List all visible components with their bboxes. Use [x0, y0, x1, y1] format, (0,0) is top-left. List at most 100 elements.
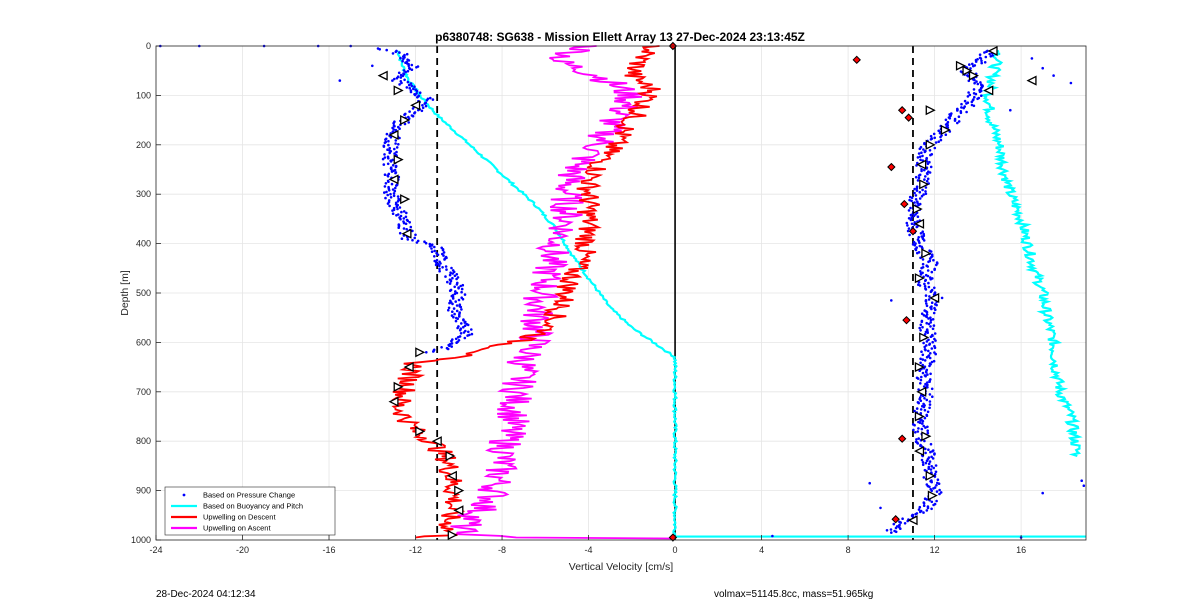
pressure-change-point: [924, 299, 928, 303]
pressure-change-point: [929, 335, 933, 339]
ascent-triangle-marker: [916, 386, 927, 397]
pressure-change-point: [450, 266, 453, 270]
pressure-change-point: [402, 227, 406, 230]
pressure-change-point: [973, 95, 976, 99]
data-series: [159, 44, 1086, 540]
pressure-change-point: [927, 462, 931, 466]
pressure-change-point: [416, 96, 419, 99]
x-tick-label: 0: [673, 545, 678, 555]
pressure-change-point: [394, 165, 398, 169]
pressure-change-point: [935, 263, 938, 267]
pressure-change-point: [925, 315, 928, 319]
ascent-triangle-marker: [919, 179, 930, 190]
pressure-change-point: [391, 188, 395, 191]
pressure-change-point: [388, 151, 392, 155]
pressure-change-point: [926, 177, 930, 181]
pressure-change-point: [445, 268, 448, 271]
pressure-change-point: [932, 258, 935, 262]
pressure-change-point: [929, 250, 933, 253]
pressure-change-point: [980, 59, 983, 63]
pressure-change-point: [966, 95, 970, 98]
ascent-triangle-marker: [925, 105, 936, 116]
ascent-triangle-marker: [914, 273, 925, 284]
descent-triangle-marker: [388, 396, 399, 407]
pressure-change-point: [926, 265, 929, 268]
pressure-change-point: [914, 431, 917, 434]
pressure-change-point: [944, 118, 948, 122]
descent-triangle-marker: [454, 485, 465, 496]
pressure-change-point: [412, 87, 415, 91]
pressure-change-point: [914, 512, 917, 516]
ascent-triangle-marker: [925, 470, 936, 481]
pressure-change-point: [395, 205, 399, 208]
pressure-change-point: [421, 104, 424, 107]
pressure-change-point: [451, 310, 454, 314]
pressure-change-point: [969, 67, 972, 70]
pressure-change-point: [921, 154, 924, 158]
pressure-change-point: [391, 79, 394, 82]
pressure-change-point: [384, 138, 387, 141]
pressure-change-point: [383, 173, 387, 176]
pressure-change-point: [387, 157, 390, 160]
pressure-change-point: [398, 127, 401, 130]
pressure-change-point: [453, 312, 456, 316]
pressure-change-point: [916, 161, 919, 165]
pressure-change-point: [922, 504, 926, 508]
pressure-change-points: [159, 44, 1086, 539]
pressure-change-point: [929, 372, 932, 376]
pressure-change-point: [451, 272, 455, 275]
pressure-change-point: [930, 347, 934, 350]
pressure-change-point: [398, 231, 402, 235]
pressure-change-point: [894, 526, 898, 530]
pressure-change-point: [429, 96, 432, 100]
pressure-change-point: [926, 331, 929, 335]
pressure-change-point: [470, 328, 473, 331]
pressure-change-point: [926, 506, 930, 510]
y-tick-label: 600: [136, 337, 151, 347]
pressure-change-point: [456, 326, 459, 330]
descent-triangle-marker: [445, 450, 456, 462]
pressure-change-point: [923, 178, 926, 181]
pressure-change-point: [924, 190, 927, 193]
pressure-change-point: [415, 66, 418, 69]
pressure-change-point: [438, 267, 441, 271]
pressure-change-point: [407, 121, 411, 124]
pressure-change-point: [402, 221, 406, 225]
pressure-change-point: [403, 113, 406, 116]
pressure-change-point: [922, 502, 926, 505]
pressure-change-point: [912, 428, 915, 432]
pressure-change-point: [910, 222, 914, 226]
pressure-change-point: [916, 179, 920, 182]
pressure-change-point: [921, 422, 924, 425]
pressure-change-point: [927, 260, 930, 264]
pressure-change-point: [932, 487, 935, 490]
pressure-change-point: [928, 400, 932, 403]
pressure-change-point: [984, 55, 988, 59]
pressure-change-point: [386, 175, 390, 178]
pressure-change-point: [428, 245, 432, 248]
pressure-change-point: [913, 221, 916, 224]
pressure-change-point: [402, 217, 406, 220]
pressure-change-point: [935, 484, 938, 487]
pressure-change-point: [399, 56, 402, 60]
pressure-change-point: [924, 451, 927, 455]
pressure-change-point: [455, 273, 459, 276]
pressure-change-point: [979, 57, 983, 60]
descent-triangle-marker: [393, 85, 404, 96]
pressure-change-point: [920, 266, 923, 270]
pressure-change-point: [409, 225, 413, 229]
pressure-change-point: [1069, 81, 1073, 85]
pressure-change-point: [400, 81, 403, 85]
descent-triangle-marker: [403, 362, 414, 373]
pressure-change-point: [391, 164, 395, 167]
pressure-change-point: [399, 76, 403, 79]
pressure-change-point: [408, 110, 411, 113]
pressure-change-point: [923, 284, 927, 288]
pressure-change-point: [405, 52, 409, 56]
pressure-change-point: [921, 463, 925, 467]
pressure-change-point: [921, 419, 925, 423]
pressure-change-point: [384, 196, 387, 200]
pressure-change-point: [396, 195, 400, 198]
pressure-change-point: [918, 421, 922, 425]
pressure-change-point: [930, 307, 933, 311]
